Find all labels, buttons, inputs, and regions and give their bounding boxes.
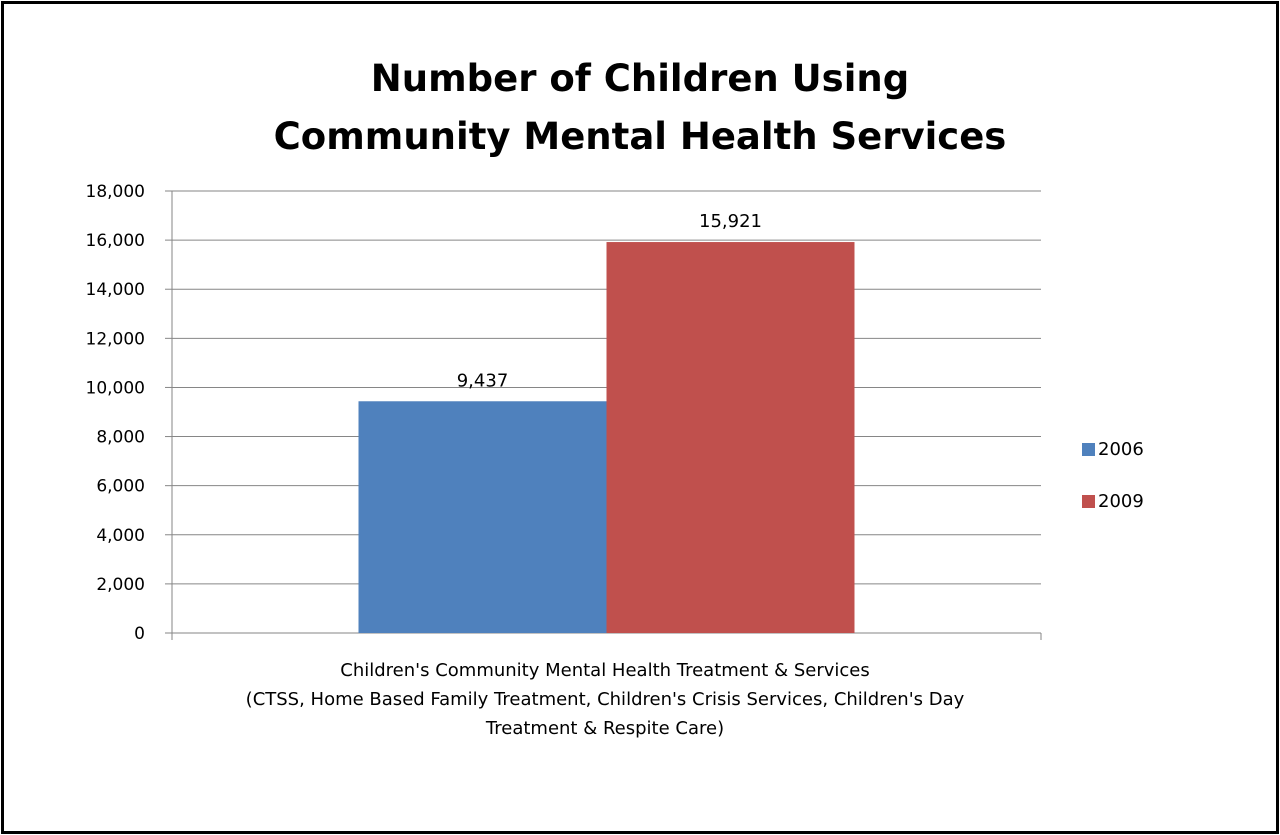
bar-2009 [606, 242, 855, 633]
y-tick-label: 2,000 [96, 575, 145, 595]
data-labels: 9,437 15,921 [457, 211, 762, 391]
y-tick-label: 0 [134, 624, 145, 644]
chart-title-line-2: Community Mental Health Services [273, 115, 1007, 158]
category-label-line-1: Children's Community Mental Health Treat… [340, 660, 870, 681]
bars [358, 242, 855, 633]
y-axis: 0 2,000 4,000 6,000 8,000 10,000 12,000 14,000 1… [86, 182, 1042, 644]
y-tick-label: 6,000 [96, 477, 145, 497]
legend: 2006 2009 [1082, 436, 1144, 540]
y-tick-label: 12,000 [86, 329, 145, 349]
y-tick-label: 14,000 [86, 280, 145, 300]
chart-title: Number of Children Using Community Menta… [0, 50, 1280, 166]
category-label-line-3: Treatment & Respite Care) [485, 718, 725, 739]
category-label-line-2: (CTSS, Home Based Family Treatment, Chil… [245, 689, 965, 710]
y-tick-label: 10,000 [86, 378, 145, 398]
legend-label-2006: 2006 [1098, 438, 1144, 460]
y-tick-label: 18,000 [86, 182, 145, 202]
legend-swatch-2006 [1082, 442, 1095, 456]
data-label-2009: 15,921 [699, 211, 762, 232]
data-label-2006: 9,437 [457, 370, 509, 391]
bar-2006 [358, 401, 607, 633]
y-tick-label: 4,000 [96, 526, 145, 546]
y-tick-label: 8,000 [96, 428, 145, 448]
y-tick-label: 16,000 [86, 231, 145, 251]
chart-title-line-1: Number of Children Using [370, 57, 910, 100]
legend-item-2006: 2006 [1082, 436, 1144, 462]
legend-label-2009: 2009 [1098, 490, 1144, 512]
legend-item-2009: 2009 [1082, 488, 1144, 514]
x-axis-category-label: Children's Community Mental Health Treat… [160, 656, 1050, 743]
legend-swatch-2009 [1082, 494, 1095, 508]
